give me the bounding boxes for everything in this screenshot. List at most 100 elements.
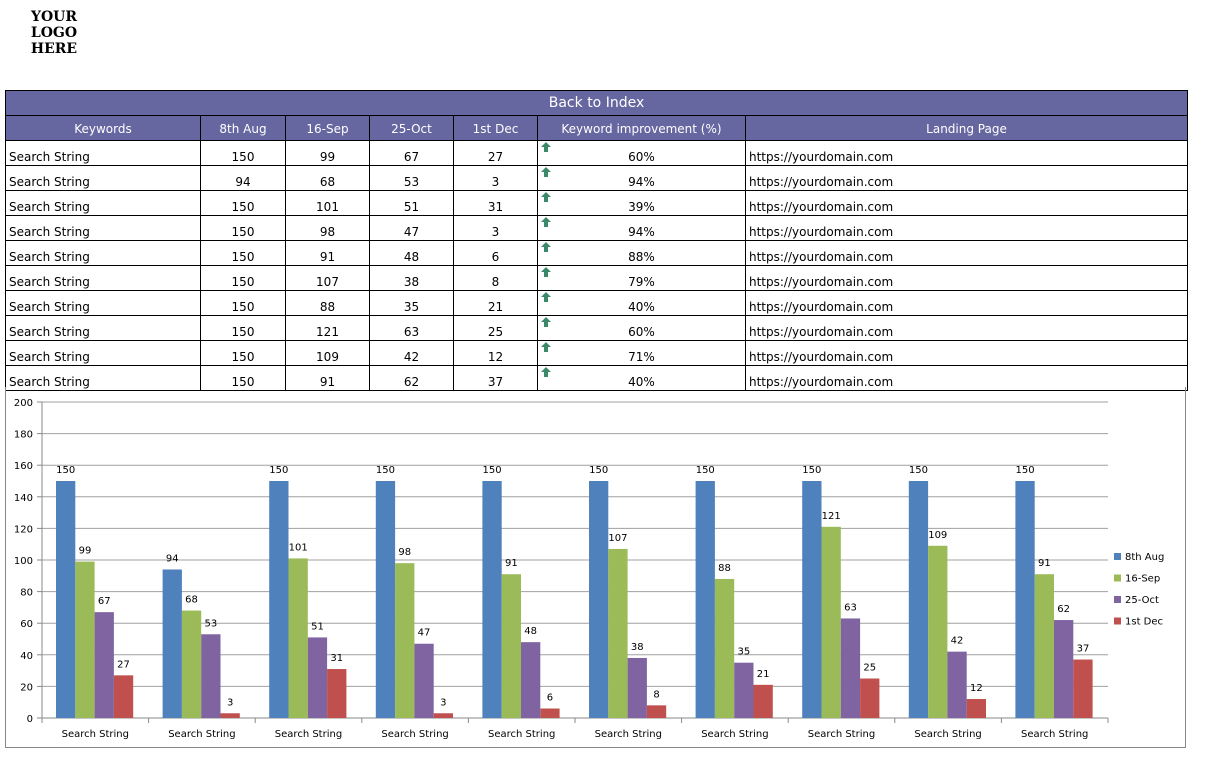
cell-landing-page[interactable]: https://yourdomain.com [745, 290, 1188, 316]
bar [802, 481, 822, 718]
bar [94, 612, 114, 718]
data-label: 53 [204, 618, 217, 629]
cell-improvement: 79% [537, 265, 746, 291]
cell-16-sep-text: 68 [319, 175, 336, 189]
y-tick-label: 80 [20, 588, 33, 599]
bar [1054, 620, 1074, 718]
data-label: 101 [289, 542, 308, 553]
column-header-keyword-improvement: Keyword improvement (%) [537, 115, 746, 141]
bar [113, 675, 134, 718]
bar [288, 558, 308, 718]
cell-25-oct-text: 47 [403, 225, 420, 239]
cell-keyword-text: Search String [9, 175, 90, 189]
cell-landing-page-text: https://yourdomain.com [749, 250, 894, 264]
table-row: Search String 150 109 42 12 71% https://yourdo… [5, 340, 1188, 366]
cell-landing-page-text: https://yourdomain.com [749, 325, 894, 339]
table-row: Search String 150 101 51 31 39% https://yourdo… [5, 190, 1188, 216]
cell-16-sep: 107 [285, 265, 370, 291]
cell-16-sep-text: 91 [319, 250, 336, 264]
bar [1015, 481, 1035, 718]
data-label: 47 [418, 628, 431, 639]
cell-25-oct-text: 38 [403, 275, 420, 289]
bar [928, 545, 948, 718]
table-row: Search String 150 99 67 27 60% https://yourdom… [5, 140, 1188, 166]
cell-25-oct: 48 [369, 240, 454, 266]
cell-16-sep-text: 121 [316, 325, 339, 339]
y-tick-label: 20 [20, 682, 33, 693]
cell-25-oct-text: 62 [403, 375, 420, 389]
cell-25-oct: 62 [369, 365, 454, 391]
back-to-index-link[interactable]: Back to Index [5, 90, 1188, 116]
data-label: 51 [311, 621, 324, 632]
data-label: 150 [376, 465, 395, 476]
cell-improvement: 40% [537, 365, 746, 391]
table-row: Search String 150 98 47 3 94% https://yourdoma… [5, 215, 1188, 241]
cell-landing-page[interactable]: https://yourdomain.com [745, 265, 1188, 291]
legend-label: 8th Aug [1125, 552, 1164, 563]
bar [1073, 659, 1093, 718]
legend-swatch [1114, 553, 1121, 560]
cell-25-oct-text: 63 [403, 325, 420, 339]
cell-improvement-text: 40% [628, 375, 655, 389]
data-label: 42 [951, 636, 964, 647]
cell-8th-aug-text: 150 [231, 200, 255, 214]
data-label: 8 [653, 689, 659, 700]
data-label: 6 [547, 693, 553, 704]
up-arrow-icon [541, 292, 551, 302]
cell-landing-page[interactable]: https://yourdomain.com [745, 215, 1188, 241]
y-tick-label: 180 [14, 430, 33, 441]
cell-keyword-text: Search String [9, 350, 90, 364]
cell-25-oct: 42 [369, 340, 454, 366]
legend-label: 25-Oct [1125, 595, 1159, 606]
cell-1st-dec-text: 3 [491, 225, 500, 239]
legend-label: 1st Dec [1125, 617, 1163, 628]
cell-landing-page[interactable]: https://yourdomain.com [745, 365, 1188, 391]
cell-landing-page[interactable]: https://yourdomain.com [745, 315, 1188, 341]
cell-1st-dec-text: 6 [491, 250, 500, 264]
cell-1st-dec-text: 27 [487, 150, 504, 164]
cell-landing-page[interactable]: https://yourdomain.com [745, 140, 1188, 166]
keyword-table: Back to Index Keywords 8th Aug 16-Sep 25… [5, 90, 1188, 391]
cell-1st-dec-text: 8 [491, 275, 500, 289]
cell-8th-aug-text: 150 [231, 300, 255, 314]
cell-16-sep-text: 109 [316, 350, 339, 364]
bar [307, 637, 328, 718]
cell-landing-page[interactable]: https://yourdomain.com [745, 240, 1188, 266]
legend-swatch [1114, 617, 1121, 625]
bar [695, 481, 715, 718]
logo-line-2: LOGO [30, 25, 78, 41]
bar [201, 634, 221, 718]
data-label: 63 [844, 602, 857, 613]
bar [540, 708, 560, 718]
logo: YOUR LOGO HERE [24, 9, 84, 57]
cell-keyword: Search String [5, 340, 201, 366]
bar [753, 684, 773, 718]
data-label: 91 [1038, 558, 1051, 569]
data-label: 3 [440, 697, 446, 708]
y-tick-label: 60 [20, 619, 33, 630]
data-label: 150 [802, 465, 821, 476]
up-arrow-icon [541, 267, 551, 277]
x-tick-label: Search String [914, 729, 981, 740]
cell-keyword-text: Search String [9, 150, 90, 164]
bar [414, 643, 434, 718]
data-label: 21 [757, 669, 770, 680]
cell-improvement-text: 94% [628, 175, 655, 189]
table-row: Search String 150 121 63 25 60% https://yourdo… [5, 315, 1188, 341]
bar [75, 561, 95, 718]
cell-keyword-text: Search String [9, 275, 90, 289]
data-label: 150 [589, 465, 608, 476]
x-tick-label: Search String [808, 729, 875, 740]
x-tick-label: Search String [168, 729, 235, 740]
y-tick-label: 40 [20, 651, 33, 662]
legend-swatch [1114, 574, 1121, 582]
cell-improvement-text: 60% [628, 325, 655, 339]
cell-16-sep-text: 91 [319, 375, 336, 389]
cell-1st-dec: 3 [453, 215, 538, 241]
cell-25-oct: 51 [369, 190, 454, 216]
cell-1st-dec-text: 12 [487, 350, 504, 364]
bar [947, 651, 967, 718]
cell-keyword-text: Search String [9, 300, 90, 314]
bar [840, 618, 861, 718]
